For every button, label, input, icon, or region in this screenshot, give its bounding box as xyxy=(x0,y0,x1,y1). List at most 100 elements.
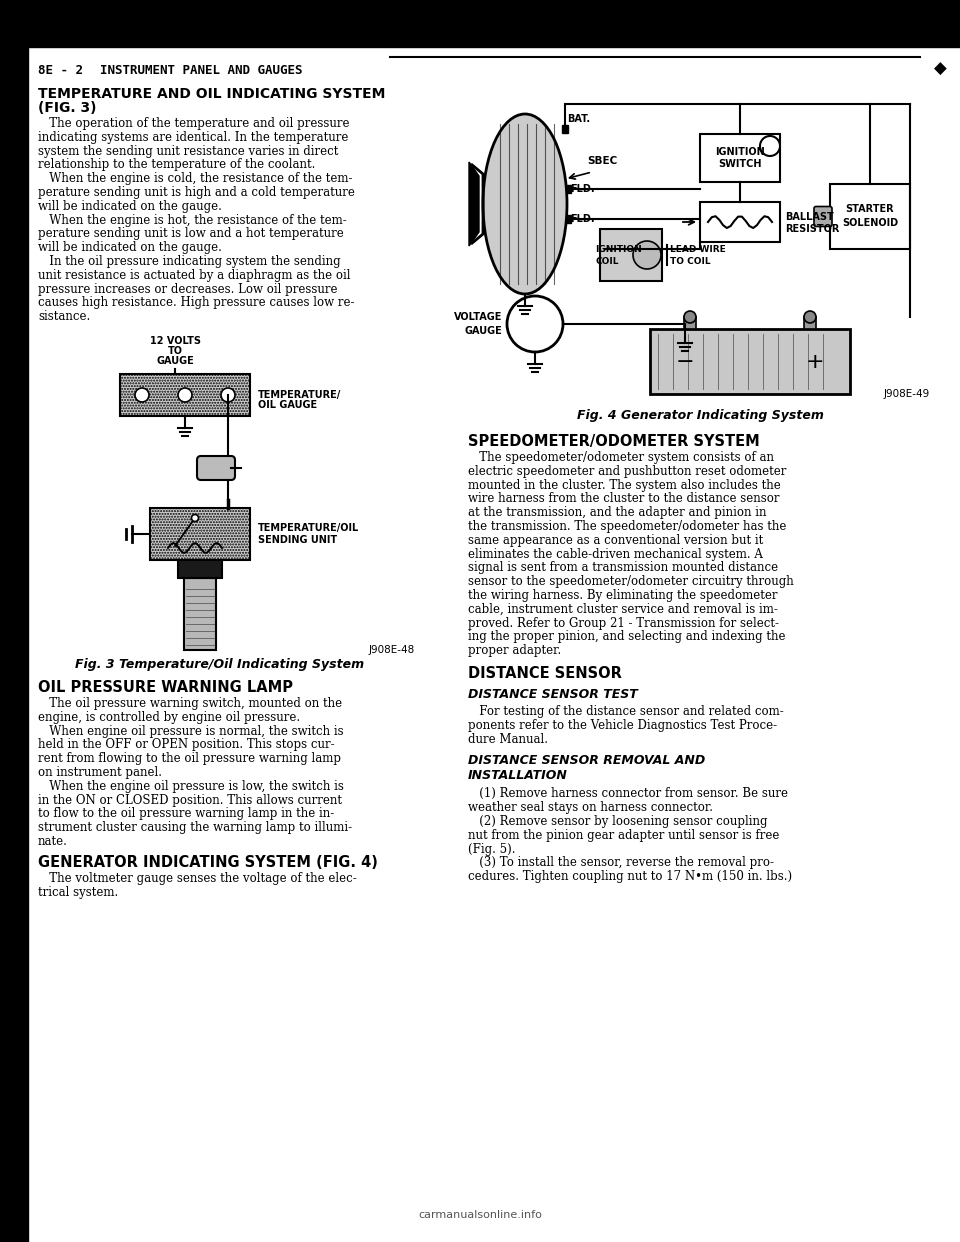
Text: causes high resistance. High pressure causes low re-: causes high resistance. High pressure ca… xyxy=(38,297,354,309)
Text: carmanualsonline.info: carmanualsonline.info xyxy=(418,1210,542,1220)
Text: STARTER: STARTER xyxy=(846,205,895,215)
Circle shape xyxy=(221,388,235,402)
Text: For testing of the distance sensor and related com-: For testing of the distance sensor and r… xyxy=(468,705,783,718)
Bar xyxy=(150,508,250,560)
Text: GAUGE: GAUGE xyxy=(465,325,502,337)
Text: COIL: COIL xyxy=(595,257,618,266)
Bar xyxy=(830,184,910,248)
Text: DISTANCE SENSOR: DISTANCE SENSOR xyxy=(468,666,622,681)
Text: unit resistance is actuated by a diaphragm as the oil: unit resistance is actuated by a diaphra… xyxy=(38,268,350,282)
Text: The speedometer/odometer system consists of an: The speedometer/odometer system consists… xyxy=(468,451,774,465)
Text: dure Manual.: dure Manual. xyxy=(468,733,548,745)
Text: the wiring harness. By eliminating the speedometer: the wiring harness. By eliminating the s… xyxy=(468,589,778,602)
Text: sistance.: sistance. xyxy=(38,310,90,323)
Circle shape xyxy=(804,310,816,323)
Text: 8E - 2: 8E - 2 xyxy=(38,65,83,77)
Text: ◆: ◆ xyxy=(934,60,947,78)
Bar xyxy=(700,202,780,242)
Text: DISTANCE SENSOR REMOVAL AND: DISTANCE SENSOR REMOVAL AND xyxy=(468,754,706,768)
Text: strument cluster causing the warning lamp to illumi-: strument cluster causing the warning lam… xyxy=(38,821,352,835)
Text: will be indicated on the gauge.: will be indicated on the gauge. xyxy=(38,241,222,255)
Text: IGNITION: IGNITION xyxy=(715,147,765,156)
Text: (Fig. 5).: (Fig. 5). xyxy=(468,842,516,856)
Text: electric speedometer and pushbutton reset odometer: electric speedometer and pushbutton rese… xyxy=(468,465,786,478)
Text: OIL GAUGE: OIL GAUGE xyxy=(258,400,317,410)
Text: the transmission. The speedometer/odometer has the: the transmission. The speedometer/odomet… xyxy=(468,520,786,533)
Text: (FIG. 3): (FIG. 3) xyxy=(38,101,97,116)
Text: rent from flowing to the oil pressure warning lamp: rent from flowing to the oil pressure wa… xyxy=(38,753,341,765)
Text: same appearance as a conventional version but it: same appearance as a conventional versio… xyxy=(468,534,763,546)
Bar xyxy=(0,0,28,1242)
Text: LEAD WIRE: LEAD WIRE xyxy=(670,246,726,255)
Text: DISTANCE SENSOR TEST: DISTANCE SENSOR TEST xyxy=(468,688,637,700)
Circle shape xyxy=(507,296,563,351)
Bar xyxy=(562,125,568,133)
Text: ing the proper pinion, and selecting and indexing the: ing the proper pinion, and selecting and… xyxy=(468,631,785,643)
Circle shape xyxy=(191,514,199,522)
Text: trical system.: trical system. xyxy=(38,886,118,899)
Text: Fig. 4 Generator Indicating System: Fig. 4 Generator Indicating System xyxy=(577,409,824,422)
Text: TEMPERATURE AND OIL INDICATING SYSTEM: TEMPERATURE AND OIL INDICATING SYSTEM xyxy=(38,87,385,101)
Bar xyxy=(700,134,780,183)
Text: IGNITION: IGNITION xyxy=(595,245,641,253)
Text: RESISTOR: RESISTOR xyxy=(785,224,839,233)
Text: weather seal stays on harness connector.: weather seal stays on harness connector. xyxy=(468,801,713,815)
Circle shape xyxy=(760,137,780,156)
Bar xyxy=(178,560,222,578)
Ellipse shape xyxy=(483,114,567,294)
Text: (1) Remove harness connector from sensor. Be sure: (1) Remove harness connector from sensor… xyxy=(468,787,788,800)
Bar xyxy=(650,329,850,394)
Text: The operation of the temperature and oil pressure: The operation of the temperature and oil… xyxy=(38,117,349,130)
Text: on instrument panel.: on instrument panel. xyxy=(38,766,162,779)
Text: TEMPERATURE/: TEMPERATURE/ xyxy=(258,390,341,400)
Text: proved. Refer to Group 21 - Transmission for select-: proved. Refer to Group 21 - Transmission… xyxy=(468,616,779,630)
Bar xyxy=(684,317,696,329)
Text: cedures. Tighten coupling nut to 17 N•m (150 in. lbs.): cedures. Tighten coupling nut to 17 N•m … xyxy=(468,871,792,883)
Text: J908E-48: J908E-48 xyxy=(369,645,415,655)
Text: perature sending unit is high and a cold temperature: perature sending unit is high and a cold… xyxy=(38,186,355,199)
Text: sensor to the speedometer/odometer circuitry through: sensor to the speedometer/odometer circu… xyxy=(468,575,794,589)
Text: nut from the pinion gear adapter until sensor is free: nut from the pinion gear adapter until s… xyxy=(468,828,780,842)
Text: system the sending unit resistance varies in direct: system the sending unit resistance varie… xyxy=(38,144,338,158)
Text: at the transmission, and the adapter and pinion in: at the transmission, and the adapter and… xyxy=(468,507,766,519)
Text: FLD.: FLD. xyxy=(570,184,594,194)
Text: GAUGE: GAUGE xyxy=(156,356,194,366)
Text: will be indicated on the gauge.: will be indicated on the gauge. xyxy=(38,200,222,212)
Circle shape xyxy=(135,388,149,402)
Circle shape xyxy=(178,388,192,402)
Text: −: − xyxy=(676,351,694,371)
Text: INSTRUMENT PANEL AND GAUGES: INSTRUMENT PANEL AND GAUGES xyxy=(100,65,302,77)
Circle shape xyxy=(684,310,696,323)
Text: to flow to the oil pressure warning lamp in the in-: to flow to the oil pressure warning lamp… xyxy=(38,807,334,821)
Text: FLD.: FLD. xyxy=(570,214,594,224)
Text: SBEC: SBEC xyxy=(587,156,617,166)
Text: 12 VOLTS: 12 VOLTS xyxy=(150,337,201,347)
Text: BAT.: BAT. xyxy=(567,114,590,124)
Text: wire harness from the cluster to the distance sensor: wire harness from the cluster to the dis… xyxy=(468,492,780,505)
Text: signal is sent from a transmission mounted distance: signal is sent from a transmission mount… xyxy=(468,561,779,574)
Text: perature sending unit is low and a hot temperature: perature sending unit is low and a hot t… xyxy=(38,227,344,241)
Text: GENERATOR INDICATING SYSTEM (FIG. 4): GENERATOR INDICATING SYSTEM (FIG. 4) xyxy=(38,854,378,869)
Text: nate.: nate. xyxy=(38,835,68,848)
Text: VOLTAGE: VOLTAGE xyxy=(454,312,502,322)
Text: proper adapter.: proper adapter. xyxy=(468,645,562,657)
Text: SPEEDOMETER/ODOMETER SYSTEM: SPEEDOMETER/ODOMETER SYSTEM xyxy=(468,433,759,450)
Text: SWITCH: SWITCH xyxy=(718,159,761,169)
Text: SOLENOID: SOLENOID xyxy=(842,219,898,229)
Text: (3) To install the sensor, reverse the removal pro-: (3) To install the sensor, reverse the r… xyxy=(468,857,774,869)
Bar xyxy=(600,229,662,281)
Text: held in the OFF or OPEN position. This stops cur-: held in the OFF or OPEN position. This s… xyxy=(38,739,335,751)
Text: In the oil pressure indicating system the sending: In the oil pressure indicating system th… xyxy=(38,255,341,268)
Polygon shape xyxy=(469,161,479,246)
Bar xyxy=(566,185,571,193)
Text: +: + xyxy=(805,351,825,371)
Text: The oil pressure warning switch, mounted on the: The oil pressure warning switch, mounted… xyxy=(38,697,342,710)
Text: TO COIL: TO COIL xyxy=(670,257,710,267)
FancyBboxPatch shape xyxy=(814,206,832,226)
Text: TO: TO xyxy=(167,347,182,356)
Text: When engine oil pressure is normal, the switch is: When engine oil pressure is normal, the … xyxy=(38,724,344,738)
Text: The voltmeter gauge senses the voltage of the elec-: The voltmeter gauge senses the voltage o… xyxy=(38,872,357,884)
Text: eliminates the cable-driven mechanical system. A: eliminates the cable-driven mechanical s… xyxy=(468,548,763,560)
Text: ponents refer to the Vehicle Diagnostics Test Proce-: ponents refer to the Vehicle Diagnostics… xyxy=(468,719,778,732)
Text: When the engine is hot, the resistance of the tem-: When the engine is hot, the resistance o… xyxy=(38,214,347,226)
